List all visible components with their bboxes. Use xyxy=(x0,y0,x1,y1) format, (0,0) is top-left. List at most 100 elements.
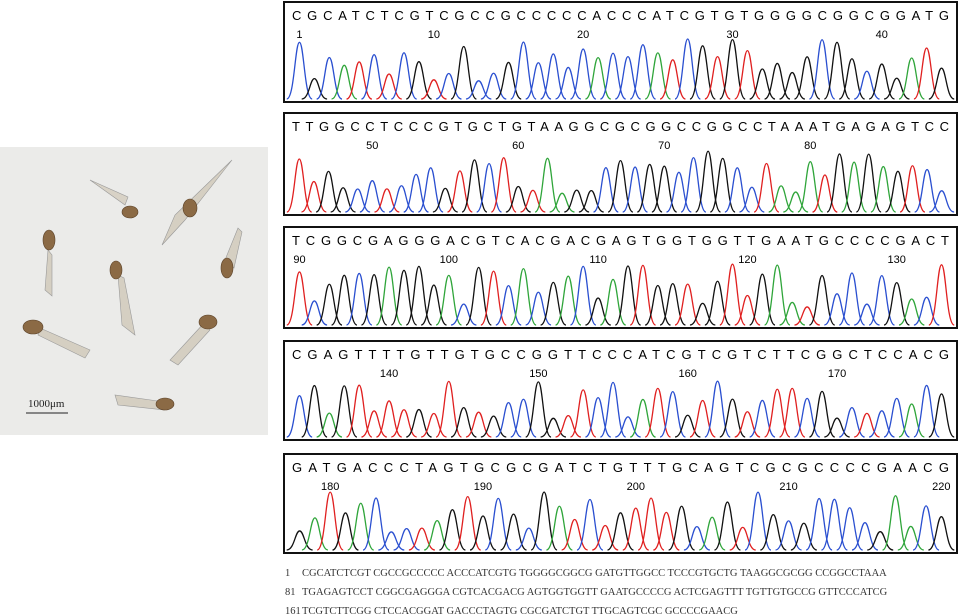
trace-peak xyxy=(408,527,436,551)
position-label: 150 xyxy=(529,368,547,380)
trace-peak xyxy=(599,278,627,326)
trace-peak xyxy=(286,41,313,100)
trace-peak xyxy=(794,56,821,100)
trace-peak xyxy=(495,284,522,326)
position-label: 190 xyxy=(474,481,492,493)
trace-peak xyxy=(704,55,731,100)
trace-peak xyxy=(689,399,716,438)
trace-peak xyxy=(417,167,444,213)
trace-peak xyxy=(867,531,894,551)
trace-peak xyxy=(301,300,328,326)
trace-peak xyxy=(683,525,711,551)
trace-peak xyxy=(361,410,388,438)
trace-peak xyxy=(555,415,582,438)
trace-peak xyxy=(420,412,447,438)
line-number: 81 xyxy=(285,587,296,598)
photo-background xyxy=(0,147,268,435)
trace-peak xyxy=(423,519,451,551)
position-label: 120 xyxy=(738,254,756,266)
base-calls: GATGACCCTAGTGCGCGATCTGTTTGCAGTCGCGCCCCGA… xyxy=(292,460,949,475)
trace-peak xyxy=(629,398,656,438)
position-label: 100 xyxy=(440,254,458,266)
trace-peak xyxy=(592,524,619,551)
position-label: 130 xyxy=(888,254,906,266)
trace-peak xyxy=(469,515,497,551)
trace-peak xyxy=(510,267,537,326)
position-label: 10 xyxy=(428,29,440,41)
trace-peak xyxy=(724,167,751,213)
position-label: 140 xyxy=(380,368,398,380)
trace-peak xyxy=(420,79,447,100)
trace-peak xyxy=(753,162,780,213)
trace-peak xyxy=(914,168,940,213)
position-label: 40 xyxy=(876,29,888,41)
trace-peak xyxy=(480,415,507,438)
trace-peak xyxy=(465,80,492,100)
trace-peak xyxy=(495,61,522,100)
panel-frame xyxy=(283,453,958,554)
chromatogram-panel: TCGGCGAGGGACGTCACGACGAGTGGTGGTTGAATGCCCC… xyxy=(283,226,958,329)
trace-peak xyxy=(301,384,328,438)
trace-peak xyxy=(345,188,371,213)
trace-peak xyxy=(929,190,955,213)
line-number: 1 xyxy=(285,568,290,579)
position-label: 80 xyxy=(804,140,816,152)
position-label: 1 xyxy=(296,29,302,41)
chromatogram-panel: CGAGTTTTGTTGTGCCGGTTCCCATCGTCGTCTTCGGCTC… xyxy=(283,340,958,441)
trace-peak xyxy=(361,54,388,100)
trace-peak xyxy=(928,264,955,326)
trace-peak xyxy=(615,416,641,438)
seed-photo: 1000μm xyxy=(0,147,268,435)
trace-peak xyxy=(739,186,765,213)
trace-peak xyxy=(315,170,342,213)
trace-peak xyxy=(301,180,327,213)
trace-peak xyxy=(928,516,955,551)
line-number: 161 xyxy=(285,606,301,615)
trace-peak xyxy=(836,507,864,551)
position-label: 90 xyxy=(293,254,305,266)
trace-peak xyxy=(286,530,313,551)
trace-peak xyxy=(729,526,756,551)
trace-peak xyxy=(569,265,597,326)
trace-peak xyxy=(779,71,806,100)
trace-peak xyxy=(794,306,821,326)
trace-peak xyxy=(928,393,955,438)
trace-peak xyxy=(659,59,686,100)
base-calls: TTGGCCTCCCGTGCTGTAAGGCGCGGCCGGCCTAAATGAG… xyxy=(292,119,949,134)
trace-peak xyxy=(868,410,895,438)
chromatograms: CGCATCTCGTCGCCGCCCCCACCCATCGTGTGGGGCGGCG… xyxy=(283,1,958,554)
chromatogram-panel: CGCATCTCGTCGCCGCCCCCACCCATCGTGTGGGGCGGCG… xyxy=(283,1,958,103)
trace-peak xyxy=(614,55,642,100)
trace-peak xyxy=(286,158,313,213)
trace-peak xyxy=(704,380,731,438)
trace-peak xyxy=(704,280,731,326)
position-label: 30 xyxy=(726,29,738,41)
position-label: 70 xyxy=(658,140,670,152)
position-label: 20 xyxy=(577,29,589,41)
trace-peak xyxy=(629,264,657,326)
position-label: 220 xyxy=(932,481,950,493)
trace-peak xyxy=(585,396,612,438)
trace-peak xyxy=(883,281,910,326)
trace-peak xyxy=(555,66,582,100)
trace-peak xyxy=(439,509,466,551)
trace-peak xyxy=(576,498,604,551)
trace-peak xyxy=(763,264,791,326)
chromatogram-panel: GATGACCCTAGTGCGCGATCTGTTTGCAGTCGCGCCCCGA… xyxy=(283,453,958,554)
base-calls: TCGGCGAGGGACGTCACGACGAGTGGTGGTTGAATGCCCC… xyxy=(292,233,949,248)
line-sequence: TCGTCTTCGG CTCCACGGAT GACCCTAGTG CGCGATC… xyxy=(302,606,738,615)
trace-peak xyxy=(812,174,838,213)
line-sequence: CGCATCTCGT CGCCGCCCCC ACCCATCGTG TGGGGCG… xyxy=(302,568,887,579)
trace-peak xyxy=(838,272,866,326)
trace-peak xyxy=(666,171,692,213)
trace-peak xyxy=(525,291,552,326)
trace-peak xyxy=(316,491,344,551)
trace-peak xyxy=(853,303,880,326)
trace-peak xyxy=(898,403,925,438)
trace-peak xyxy=(286,271,313,326)
trace-peak xyxy=(585,297,612,326)
trace-peak xyxy=(500,513,527,551)
trace-peak xyxy=(316,412,343,438)
trace-peak xyxy=(362,497,390,551)
trace-peak xyxy=(454,495,482,551)
